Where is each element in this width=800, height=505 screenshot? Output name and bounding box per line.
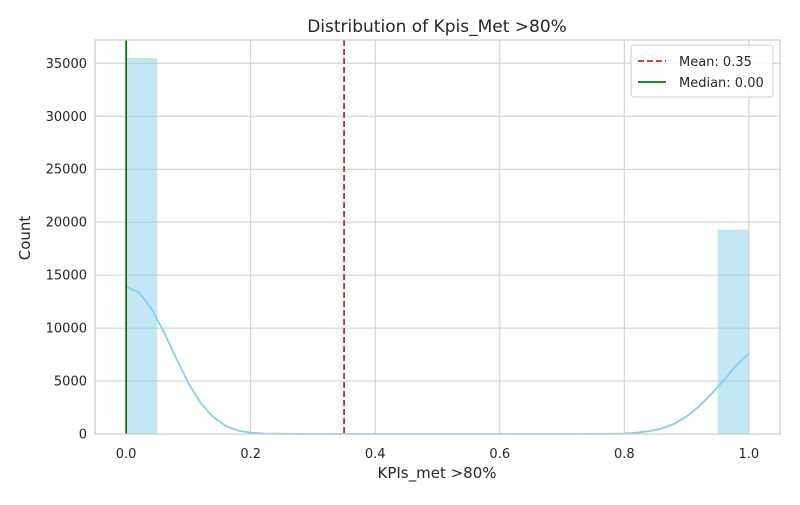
legend-median-label: Median: 0.00: [679, 76, 764, 91]
legend: Mean: 0.35 Median: 0.00: [630, 44, 774, 98]
histogram-bar: [126, 58, 158, 435]
y-tick-label: 5000: [54, 375, 87, 390]
x-tick-label: 0.2: [240, 447, 261, 462]
y-tick-label: 10000: [46, 322, 87, 337]
x-axis-label: KPIs_met >80%: [377, 464, 496, 483]
x-tick-label: 0.8: [614, 447, 635, 462]
y-axis-label: Count: [16, 216, 34, 261]
y-tick-label: 20000: [46, 216, 87, 231]
legend-mean-label: Mean: 0.35: [679, 55, 752, 70]
kde-curve: [125, 285, 750, 435]
x-tick-label: 1.0: [739, 447, 760, 462]
y-tick-label: 30000: [46, 110, 87, 125]
histogram-bars: [126, 58, 749, 435]
y-tick-label: 25000: [46, 163, 87, 178]
grid-lines: [95, 40, 780, 435]
chart-title: Distribution of Kpis_Met >80%: [307, 17, 567, 37]
y-tick-label: 35000: [46, 57, 87, 72]
histogram-bar: [717, 229, 749, 434]
plot-border: [94, 39, 781, 435]
y-axis-ticks: 0 5000 10000 15000 20000 25000 30000 35000: [46, 57, 87, 443]
y-tick-label: 15000: [46, 269, 87, 284]
x-tick-label: 0.4: [365, 447, 386, 462]
plot-frame: [94, 39, 781, 435]
x-tick-label: 0.0: [116, 447, 137, 462]
reference-lines: [125, 40, 345, 434]
y-tick-label: 0: [79, 428, 87, 443]
x-axis-ticks: 0.0 0.2 0.4 0.6 0.8 1.0: [116, 447, 759, 462]
legend-box: [630, 44, 774, 98]
kde-curve-group: [125, 285, 750, 435]
x-tick-label: 0.6: [489, 447, 510, 462]
